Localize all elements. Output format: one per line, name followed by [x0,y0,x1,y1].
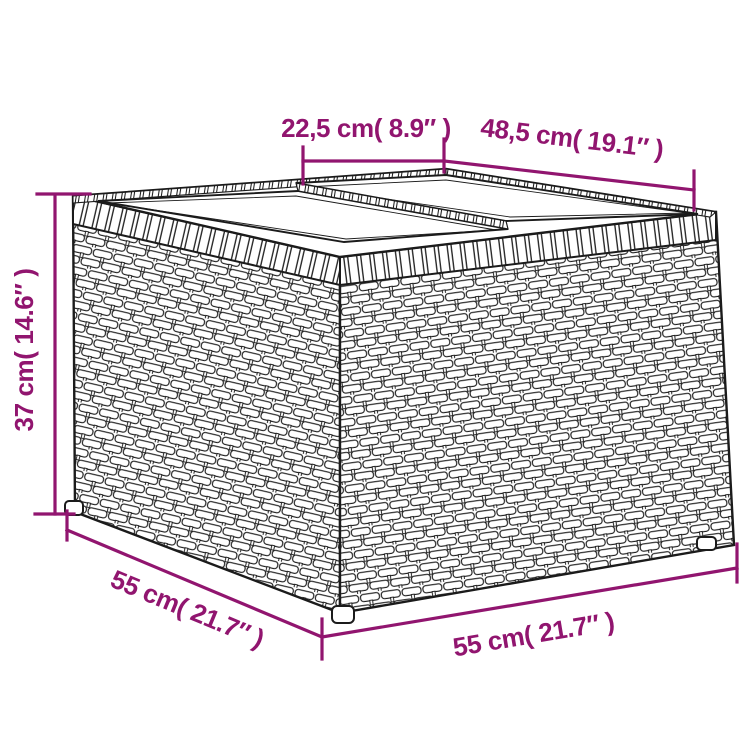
dim-depth [64,509,325,661]
dim-label-top-panel-width: 22,5 cm( 8.9″ ) [281,113,451,143]
dim-line-55-depth [64,527,325,640]
foot-right [696,536,717,551]
top-back-right-edge [445,168,718,218]
dim-width [320,542,739,639]
dim-line-55-width [320,566,739,639]
dim-top-panel-width [301,137,446,186]
dim-label-width: 55 cm( 21.7″ ) [451,606,617,662]
dim-line-48-5 [442,159,696,192]
glass-divider-strip [295,182,509,230]
dim-label-top-panel-length: 48,5 cm( 19.1″ ) [479,112,665,164]
foot-front [331,605,355,624]
glass-panel-left-inner-line [107,195,497,240]
dim-top-panel-length [442,159,696,212]
glass-panel-right-inner-line [303,179,689,218]
dim-label-height: 37 cm( 14.6″ ) [9,269,39,432]
table-illustration [64,167,736,624]
